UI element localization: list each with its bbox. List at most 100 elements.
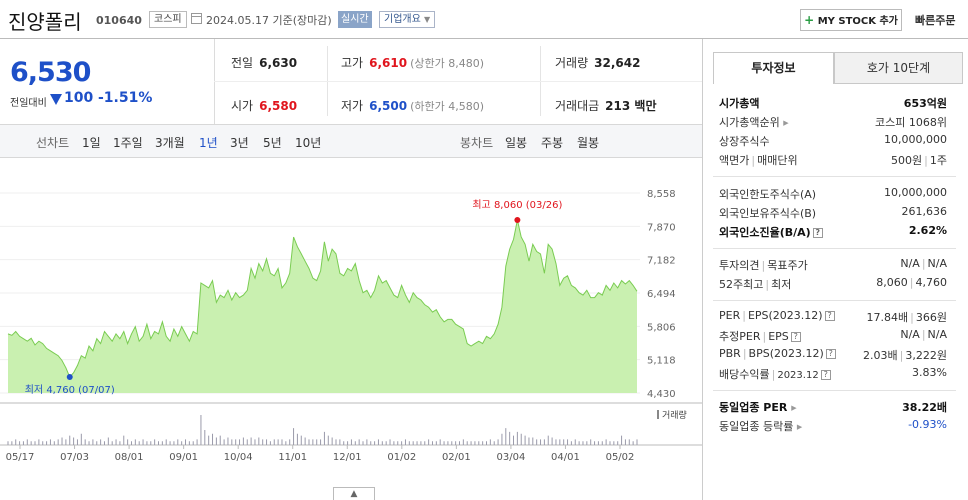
collapse-chart-button[interactable]: ▲ [333,487,375,500]
industry-rate-value: -0.93% [908,418,947,431]
eps-value: 366원 [915,311,947,324]
volume-bar [597,441,599,445]
period-bottom-line [0,157,702,158]
period-5y[interactable]: 5년 [263,136,282,150]
volume-bar [196,439,198,445]
lower-limit: (하한가 4,580) [410,100,484,113]
volume-bar [547,435,549,445]
period-1y[interactable]: 1년 [199,136,218,150]
volume-bar [46,441,48,445]
volume-bar [42,441,44,445]
volume-bar [617,441,619,445]
volume-bar [632,441,634,445]
candle-monthly[interactable]: 월봉 [577,136,600,150]
volume-bar [420,441,422,445]
volume-bar [227,437,229,445]
div-value: 3.83% [912,366,947,379]
period-1w[interactable]: 1주일 [113,136,143,150]
help-icon[interactable]: ? [790,332,801,342]
div-date: 2023.12 [777,370,819,381]
period-3y[interactable]: 3년 [230,136,249,150]
realtime-badge[interactable]: 실시간 [338,11,372,28]
candle-weekly[interactable]: 주봉 [541,136,564,150]
w52-label: 52주최고 [719,278,764,291]
volume-bar [188,441,190,445]
quick-order-link[interactable]: 빠른주문 [915,14,956,27]
x-tick-label: 07/03 [60,452,89,463]
volume-bar [397,441,399,445]
stock-header: 진양폴리 010640 코스피 2024.05.17 기준(장마감) 실시간 기… [0,0,968,38]
volume-bar [408,441,410,445]
volume-bar [470,441,472,445]
volume-bar [536,439,538,445]
change-label: 전일대비 [10,98,47,109]
help-icon[interactable]: ? [812,228,823,238]
period-3m[interactable]: 3개월 [155,136,185,150]
corp-info-button[interactable]: 기업개요 ▼ [379,11,436,28]
est-per-label: 추정PER [719,330,761,343]
help-icon[interactable]: ? [824,311,835,321]
price-chart[interactable]: 8,558 7,870 7,182 6,494 5,806 5,118 4,430 05/1… [0,157,702,500]
x-tick-label: 05/02 [606,452,635,463]
bps-value: 3,222원 [905,349,947,362]
volume-bar [208,435,210,445]
volume-bar [331,437,333,445]
volume-bar [559,439,561,445]
est-per-value: N/A [900,328,920,341]
foreign-rate-value: 2.62% [908,224,947,237]
volume-bar [96,441,98,445]
add-mystock-button[interactable]: + MY STOCK 추가 [800,9,902,31]
volume-bar [505,428,507,445]
help-icon[interactable]: ? [820,370,831,380]
foreign-limit-label: 외국인한도주식수(A) [719,188,817,201]
volume-bar [231,439,233,445]
period-1d[interactable]: 1일 [82,136,101,150]
foreign-hold-value: 261,636 [901,205,948,218]
volume-bar [320,439,322,445]
high-label: 고가 [341,56,364,70]
w52-low-value: 4,760 [915,276,948,289]
volume-bar [339,439,341,445]
high-value: 6,610 [369,56,408,70]
volume-bar [474,441,476,445]
x-tick-label: 04/01 [551,452,580,463]
info-par-unit: 액면가 | 매매단위 500원 | 1주 [719,154,947,167]
volume-bar [601,441,603,445]
opinion-value: N/A [900,257,920,270]
volume-bar [269,441,271,445]
help-icon[interactable]: ? [825,349,836,359]
current-price: 6,530 [10,57,91,88]
y-tick-label: 4,430 [647,389,676,400]
info-foreign-rate: 외국인소진율(B/A)? 2.62% [719,224,947,242]
industry-rate-label: 동일업종 등락률 [719,420,794,433]
volume-label: 거래량 [555,56,589,70]
volume-bar [235,439,237,445]
volume-bar [621,435,623,445]
change-rate: -1.51% [98,90,153,106]
volume-bar [65,439,67,445]
info-pbr: PBR | BPS(2023.12)? 2.03배 | 3,222원 [719,347,947,362]
volume-bar [134,439,136,445]
tab-invest-info[interactable]: 투자정보 [713,52,834,84]
volume-bar [161,441,163,445]
info-est-per: 추정PER | EPS? N/A | N/A [719,328,947,343]
period-10y[interactable]: 10년 [295,136,322,150]
mystock-label: MY STOCK 추가 [817,16,898,27]
candle-daily[interactable]: 일봉 [505,136,528,150]
per-label: PER [719,309,741,322]
volume-bar [316,439,318,445]
pbr-label: PBR [719,347,741,360]
tab-orderbook[interactable]: 호가 10단계 [834,52,963,84]
foreign-hold-label: 외국인보유주식수(B) [719,207,817,220]
chevron-up-icon: ▲ [350,489,358,499]
volume-bar [412,441,414,445]
rank-value: 코스피 1068위 [875,116,947,129]
volume-bars [7,415,638,445]
x-tick-label: 09/01 [169,452,198,463]
volume-bar [215,437,217,445]
y-tick-label: 7,182 [647,256,676,267]
volume-bar [509,431,511,445]
candle-chart-title: 봉차트 [460,136,494,150]
volume-bar [347,441,349,445]
w52-high-value: 8,060 [876,276,908,289]
